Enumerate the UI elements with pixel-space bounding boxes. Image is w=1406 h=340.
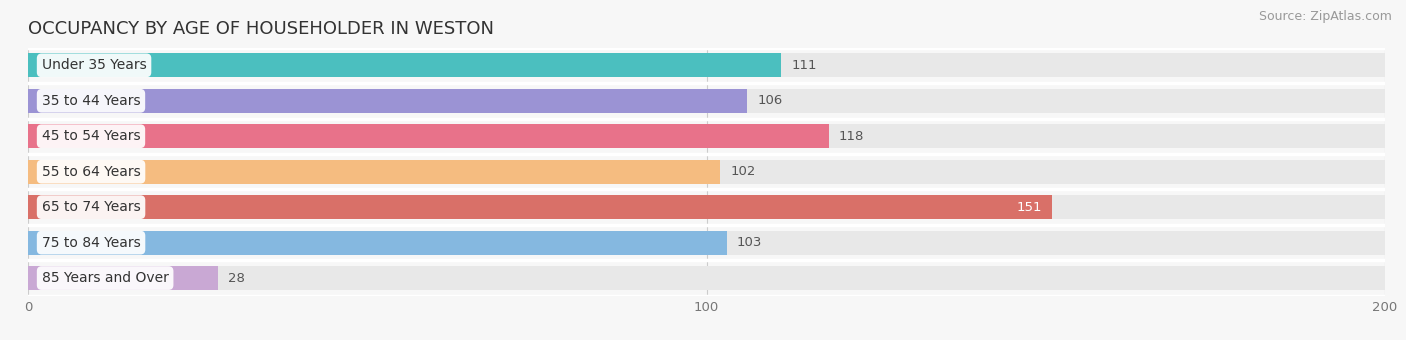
Text: Source: ZipAtlas.com: Source: ZipAtlas.com	[1258, 10, 1392, 23]
Text: 45 to 54 Years: 45 to 54 Years	[42, 129, 141, 143]
Bar	[28, 231, 1385, 255]
Text: OCCUPANCY BY AGE OF HOUSEHOLDER IN WESTON: OCCUPANCY BY AGE OF HOUSEHOLDER IN WESTO…	[28, 20, 494, 38]
Text: 28: 28	[228, 272, 245, 285]
Bar	[28, 160, 720, 184]
Text: Under 35 Years: Under 35 Years	[42, 58, 146, 72]
Text: 118: 118	[839, 130, 865, 143]
Bar	[28, 195, 1053, 219]
Text: 65 to 74 Years: 65 to 74 Years	[42, 200, 141, 214]
Text: 35 to 44 Years: 35 to 44 Years	[42, 94, 141, 108]
Bar	[28, 89, 747, 113]
Bar	[28, 231, 727, 255]
Bar	[28, 266, 1385, 290]
Text: 111: 111	[792, 59, 817, 72]
Text: 55 to 64 Years: 55 to 64 Years	[42, 165, 141, 179]
Bar	[28, 89, 1385, 113]
Text: 75 to 84 Years: 75 to 84 Years	[42, 236, 141, 250]
Bar	[28, 195, 1385, 219]
Text: 85 Years and Over: 85 Years and Over	[42, 271, 169, 285]
Text: 151: 151	[1017, 201, 1042, 214]
Bar	[28, 266, 218, 290]
Text: 102: 102	[730, 165, 755, 178]
Text: 106: 106	[758, 94, 783, 107]
Bar	[28, 53, 782, 78]
Bar	[28, 160, 1385, 184]
Bar	[28, 124, 1385, 148]
Bar	[28, 53, 1385, 78]
Bar	[28, 124, 828, 148]
Text: 103: 103	[737, 236, 762, 249]
